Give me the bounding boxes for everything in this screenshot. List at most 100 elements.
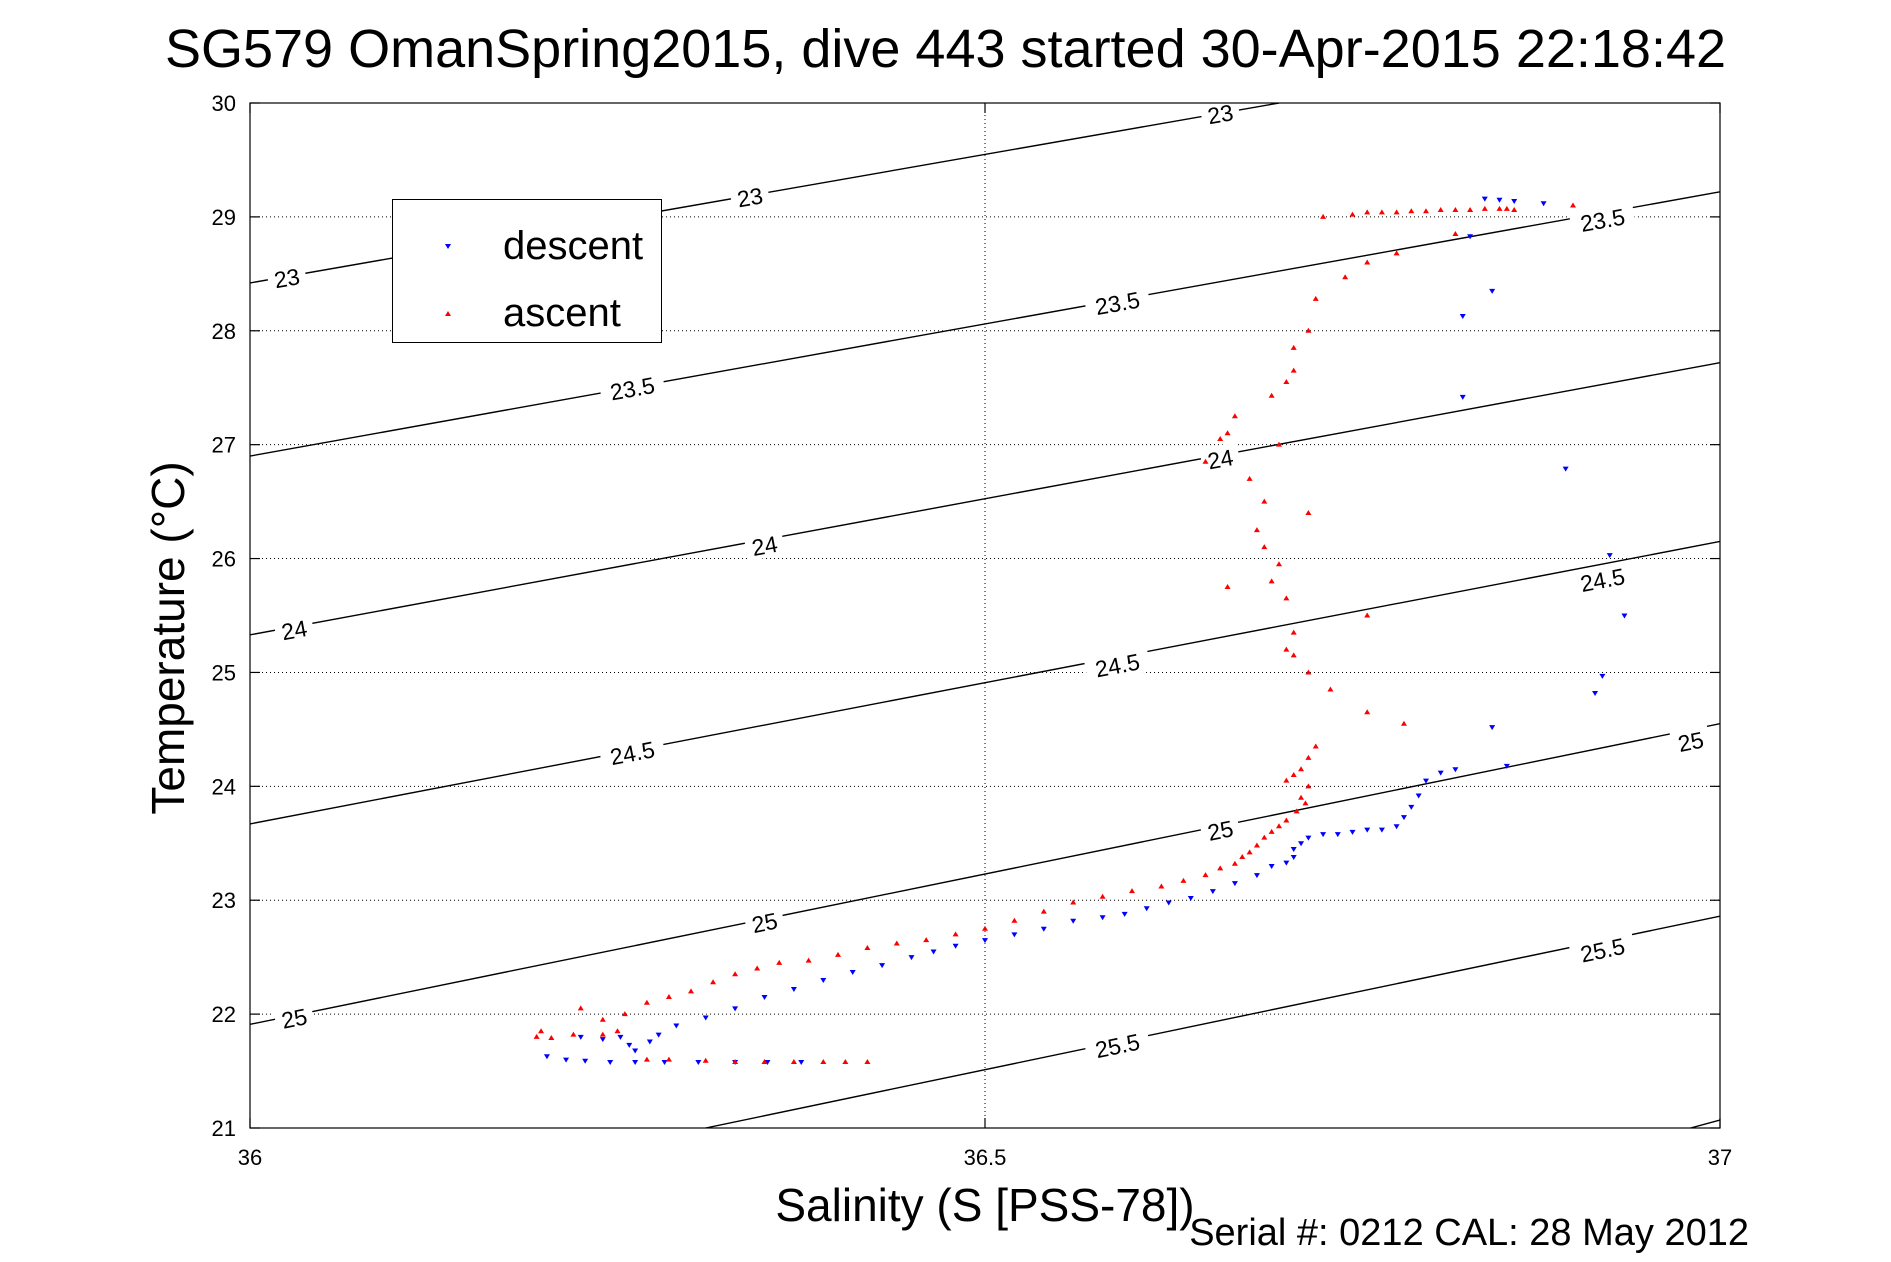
descent-point — [1305, 835, 1312, 841]
ascent-point — [1305, 783, 1312, 789]
ascent-point — [1305, 510, 1312, 515]
descent-point — [673, 1023, 680, 1029]
descent-point — [790, 987, 797, 993]
descent-point — [1459, 313, 1466, 319]
ascent-point — [538, 1028, 545, 1034]
contour-line — [250, 191, 1720, 457]
ascent-point — [1276, 823, 1282, 829]
descent-point — [1408, 804, 1415, 810]
contour-label-text: 24 — [1205, 444, 1235, 474]
contour-label: 23 — [728, 180, 771, 213]
serial-cal-footer: Serial #: 0212 CAL: 28 May 2012 — [1189, 1212, 1749, 1254]
x-axis-label: Salinity (S [PSS-78]) — [775, 1179, 1195, 1231]
contour-label: 25 — [272, 1000, 316, 1035]
ascent-point — [1305, 669, 1312, 675]
ascent-point — [893, 940, 900, 946]
contour-label-text: 24 — [750, 531, 780, 561]
grid-layer — [250, 103, 1720, 1128]
ascent-point — [1217, 435, 1224, 441]
ascent-marker-icon — [445, 311, 451, 316]
descent-point — [1283, 860, 1290, 866]
contour-label: 24 — [1199, 442, 1242, 475]
contour-label-text: 23.5 — [1093, 287, 1142, 321]
ascent-point — [1070, 899, 1077, 905]
contour-label-text: 25 — [750, 908, 780, 939]
ascent-point — [1364, 259, 1371, 265]
contour-label-bg — [1568, 200, 1637, 238]
ascent-point — [1393, 209, 1400, 215]
ascent-point — [1400, 720, 1407, 726]
ascent-point — [1011, 917, 1018, 923]
ascent-point — [1437, 207, 1444, 213]
contour-label-text: 23 — [735, 182, 765, 212]
descent-point — [1540, 201, 1547, 207]
descent-point — [617, 1034, 624, 1040]
descent-point — [1290, 854, 1297, 860]
descent-point — [543, 1054, 550, 1060]
ascent-point — [702, 1057, 709, 1063]
ascent-point — [1467, 207, 1474, 213]
ascent-point — [1570, 202, 1576, 208]
ascent-point — [732, 971, 739, 977]
ascent-point — [805, 957, 812, 963]
ascent-point — [1246, 475, 1253, 481]
ascent-point — [1261, 544, 1268, 550]
descent-point — [1121, 911, 1128, 917]
contour-label-bg — [1198, 813, 1242, 847]
descent-point — [563, 1057, 570, 1063]
ascent-point — [1408, 208, 1415, 214]
contour-label-text: 25.5 — [1578, 933, 1627, 968]
contour-label: 25 — [743, 905, 786, 939]
descent-point — [1364, 827, 1371, 833]
contour-label-text: 25 — [1205, 815, 1235, 846]
ascent-point — [1364, 612, 1371, 618]
descent-point — [1481, 196, 1488, 202]
contour-label-bg — [1083, 1025, 1152, 1065]
ascent-point — [1283, 646, 1290, 652]
ascent-point — [599, 1016, 606, 1022]
y-tick-label: 23 — [212, 888, 236, 913]
ascent-point — [1290, 344, 1297, 350]
ascent-point — [1180, 877, 1187, 883]
contour-label-bg — [1199, 442, 1242, 475]
descent-point — [607, 1059, 614, 1065]
ascent-point — [665, 994, 672, 1000]
legend-label-descent: descent — [503, 224, 644, 268]
contour-label-bg — [1083, 645, 1152, 684]
ascent-point — [835, 951, 841, 957]
contour-line — [250, 540, 1720, 825]
ascent-point — [548, 1035, 555, 1041]
ascent-point — [1305, 754, 1312, 760]
descent-point — [1496, 197, 1503, 203]
ascent-point — [1393, 250, 1400, 256]
contour-label: 25.5 — [1083, 1025, 1152, 1065]
y-tick-label: 22 — [212, 1002, 236, 1027]
ascent-point — [1261, 498, 1268, 504]
ascent-point — [1312, 295, 1319, 301]
ascent-point — [790, 1058, 797, 1064]
ascent-point — [1503, 205, 1510, 211]
ascent-point — [1253, 527, 1260, 533]
ascent-point — [710, 979, 717, 985]
descent-point — [1187, 895, 1194, 901]
ascent-point — [761, 1058, 768, 1064]
ascent-point — [1496, 205, 1503, 211]
descent-point — [1393, 824, 1400, 830]
ascent-point — [1224, 584, 1231, 590]
descent-point — [761, 995, 768, 1001]
ascent-point — [665, 1056, 672, 1062]
contour-line — [1690, 1119, 1720, 1128]
descent-point — [1165, 900, 1172, 906]
descent-point — [1334, 832, 1341, 838]
contour-label-bg — [743, 905, 786, 939]
contour-label-bg — [1669, 724, 1712, 758]
contour-label: 24 — [273, 612, 316, 646]
contour-label-bg — [598, 733, 667, 771]
descent-point — [879, 963, 886, 969]
contour-label-bg — [1199, 103, 1242, 130]
ascent-point — [1364, 709, 1371, 715]
ascent-point — [1327, 686, 1334, 692]
ascent-point — [1099, 893, 1106, 899]
descent-point — [1253, 873, 1260, 879]
descent-point — [798, 1059, 805, 1065]
